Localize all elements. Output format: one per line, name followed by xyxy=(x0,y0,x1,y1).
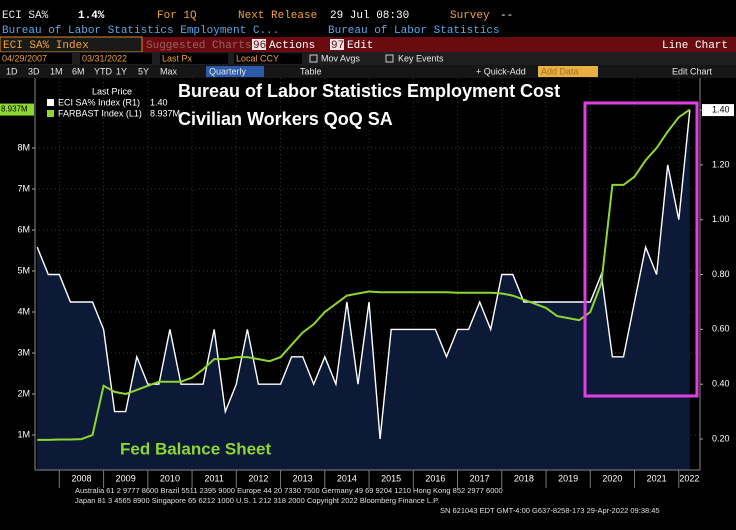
y-tick-label: 4M xyxy=(17,306,30,316)
range-button[interactable]: 1Y xyxy=(116,66,127,76)
last-value-label: 8.937M xyxy=(1,105,28,114)
x-tick-label: 2015 xyxy=(381,473,401,483)
range-button[interactable]: YTD xyxy=(94,66,113,76)
currency-select[interactable]: Local CCY xyxy=(236,53,279,63)
range-button[interactable]: 1D xyxy=(6,66,18,76)
legend-swatch xyxy=(47,110,54,117)
y2-tick-label: 1.20 xyxy=(712,159,730,169)
survey-label: Survey xyxy=(450,10,490,22)
legend-label: ECI SA% Index (R1) xyxy=(58,97,140,107)
highlight-box xyxy=(583,101,699,398)
annotation: Fed Balance Sheet xyxy=(120,439,272,458)
series-line xyxy=(36,110,691,440)
edit-menu[interactable]: Edit xyxy=(347,40,373,52)
actions-menu[interactable]: Actions xyxy=(269,40,315,52)
last-value-box xyxy=(0,103,34,116)
area xyxy=(37,110,690,470)
x-tick-label: 2016 xyxy=(425,473,445,483)
x-tick-label: 2012 xyxy=(248,473,268,483)
survey: -- xyxy=(500,10,513,22)
x-tick-label: 2011 xyxy=(205,473,224,483)
actions-number: 96 xyxy=(253,40,266,52)
chart: 1M 2M 3M 4M 5M 6M 7M 8M 0.20 0.40 0.60 0.80 1.00 1.20… xyxy=(0,78,734,488)
value: 1.4% xyxy=(78,10,105,22)
table-button[interactable]: Table xyxy=(300,66,322,76)
x-tick-label: 2013 xyxy=(293,473,313,483)
key-events[interactable]: Key Events xyxy=(398,53,444,63)
frequency-select[interactable]: Quarterly xyxy=(209,66,247,76)
x-tick-label: 2018 xyxy=(514,473,534,483)
footer-line: Australia 61 2 9777 8600 Brazil 5511 239… xyxy=(75,486,503,495)
y2-tick-label: 0.40 xyxy=(712,379,730,389)
footer-line: Japan 81 3 4565 8900 Singapore 65 6212 1… xyxy=(75,496,439,505)
y2-tick-label: 0.80 xyxy=(712,269,730,279)
last-value-label: 1.40 xyxy=(712,104,730,114)
range-button[interactable]: Max xyxy=(160,66,178,76)
y2-tick-label: 0.20 xyxy=(712,433,730,443)
end-date[interactable]: 03/31/2022 xyxy=(82,53,127,63)
x-tick-label: 2008 xyxy=(71,473,91,483)
y2-tick-label: 0.60 xyxy=(712,324,730,334)
x-tick-label: 2017 xyxy=(470,473,490,483)
y-tick-label: 8M xyxy=(17,142,30,152)
edit-chart[interactable]: Edit Chart xyxy=(672,66,713,76)
period: For 1Q xyxy=(157,10,197,22)
last-value-box xyxy=(702,104,734,117)
edit-number: 97 xyxy=(331,40,344,52)
start-date[interactable]: 04/29/2007 xyxy=(2,53,47,63)
series-line xyxy=(37,108,691,441)
next-release-label: Next Release xyxy=(238,10,317,22)
quick-add[interactable]: + Quick-Add xyxy=(476,66,526,76)
x-tick-label: 2021 xyxy=(647,473,667,483)
field-select[interactable]: Last Px xyxy=(162,53,193,63)
ticker: ECI SA% xyxy=(2,10,49,22)
legend-label: FARBAST Index (L1) xyxy=(58,108,142,118)
x-tick-label: 2020 xyxy=(602,473,622,483)
legend-swatch xyxy=(47,99,54,106)
legend-value: 8.937M xyxy=(150,108,180,118)
add-data[interactable]: Add Data xyxy=(541,66,579,76)
legend-value: 1.40 xyxy=(150,97,168,107)
security-field[interactable]: ECI SA% Index xyxy=(3,40,89,52)
footer-line: SN 621043 EDT GMT-4:00 G637-8258-173 29-… xyxy=(440,506,660,515)
y-tick-label: 6M xyxy=(17,224,30,234)
x-tick-label: 2019 xyxy=(558,473,578,483)
x-tick-label: 2014 xyxy=(337,473,357,483)
suggested-charts[interactable]: Suggested Charts xyxy=(146,40,252,52)
x-tick-label: 2009 xyxy=(116,473,136,483)
y2-tick-label: 1.00 xyxy=(712,214,730,224)
source: Bureau of Labor Statistics xyxy=(328,25,500,37)
description: Bureau of Labor Statistics Employment C.… xyxy=(2,25,279,37)
x-tick-label: 2022 xyxy=(679,473,699,483)
y-tick-label: 3M xyxy=(17,347,30,357)
range-button[interactable]: 3D xyxy=(28,66,40,76)
y-tick-label: 1M xyxy=(17,429,30,439)
y-tick-label: 5M xyxy=(17,265,30,275)
mov-avgs[interactable]: Mov Avgs xyxy=(321,53,360,63)
next-release: 29 Jul 08:30 xyxy=(330,10,409,22)
chart-title: Bureau of Labor Statistics Employment Co… xyxy=(178,81,560,129)
chart-type: Line Chart xyxy=(662,40,728,52)
range-button[interactable]: 6M xyxy=(72,66,85,76)
y-tick-label: 7M xyxy=(17,183,30,193)
range-button[interactable]: 1M xyxy=(50,66,63,76)
legend-title: Last Price xyxy=(92,86,132,96)
y-tick-label: 2M xyxy=(17,388,30,398)
range-button[interactable]: 5Y xyxy=(138,66,149,76)
x-tick-label: 2010 xyxy=(160,473,180,483)
